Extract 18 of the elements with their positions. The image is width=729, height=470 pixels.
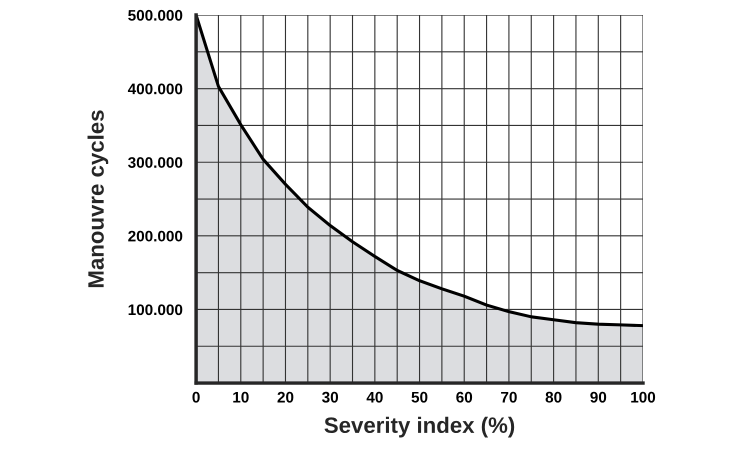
- x-tick-label: 50: [412, 392, 428, 403]
- x-tick-label: 70: [501, 392, 517, 403]
- x-axis-title: Severity index (%): [324, 416, 514, 438]
- x-tick-label: 40: [366, 392, 383, 403]
- x-tick-label: 80: [546, 392, 562, 403]
- y-tick-label: 200.000: [128, 230, 182, 242]
- x-tick-label: 0: [192, 392, 200, 403]
- x-tick-label: 100: [631, 392, 656, 403]
- y-tick-label: 100.000: [128, 304, 182, 316]
- y-tick-label: 500.000: [128, 10, 182, 21]
- x-tick-label: 10: [233, 392, 249, 403]
- x-tick-label: 30: [322, 392, 338, 403]
- x-tick-label: 60: [456, 392, 472, 403]
- x-tick-label: 90: [590, 392, 606, 403]
- y-tick-label: 300.000: [128, 157, 182, 168]
- y-axis-title: Manouvre cycles: [88, 110, 108, 288]
- x-tick-label: 20: [278, 392, 294, 403]
- y-tick-label: 400.000: [128, 84, 182, 94]
